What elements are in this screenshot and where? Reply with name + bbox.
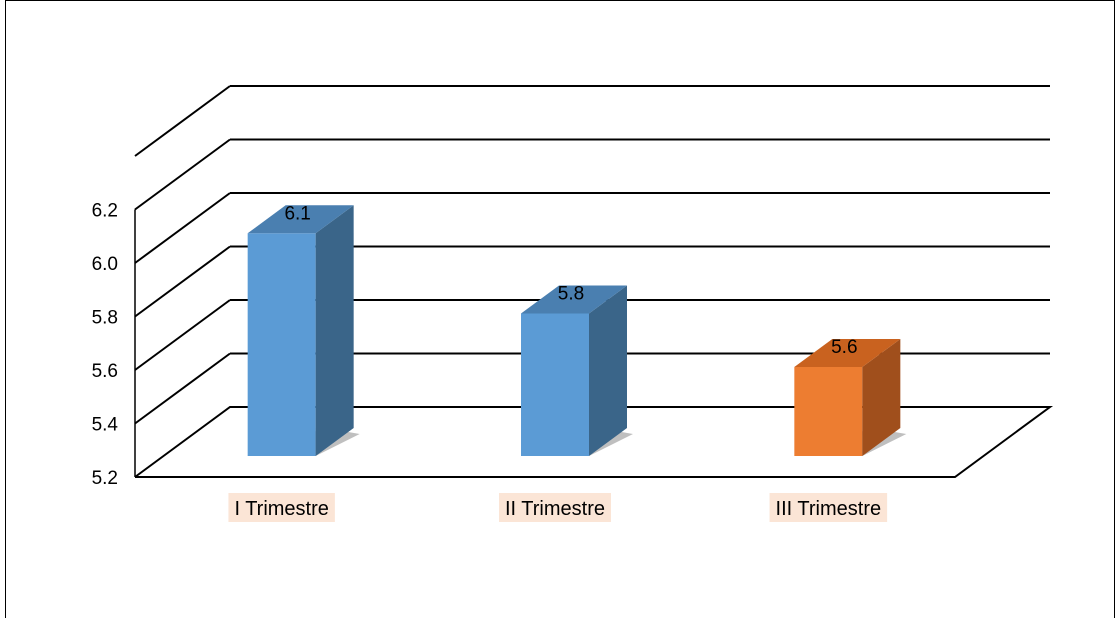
bar-front-face (521, 313, 589, 456)
gridline-diagonal (134, 138, 231, 211)
data-label: 5.8 (558, 284, 584, 305)
bar-front-face (247, 233, 316, 456)
y-axis-ticks: 5.2 5.4 5.6 5.8 6.0 6.2 (92, 201, 119, 490)
y-tick-label: 5.4 (92, 415, 119, 436)
bars-layer: 6.1 5.8 5.6 (247, 203, 907, 456)
gridline-diagonal (134, 192, 231, 264)
bar-side-face (589, 285, 627, 456)
y-tick-label: 5.6 (92, 361, 118, 382)
bar: 5.6 (794, 337, 907, 456)
gridline-diagonal (134, 352, 231, 425)
bar-side-face (315, 205, 354, 456)
bar-top-face (794, 339, 901, 367)
bar: 5.8 (521, 284, 633, 456)
category-labels: I Trimestre II Trimestre III Trimestre (228, 493, 888, 522)
bar-front-face (794, 367, 863, 456)
category-label-text: III Trimestre (776, 498, 882, 520)
bar: 6.1 (247, 203, 360, 456)
bar-top-face (247, 205, 354, 234)
grid-layer (134, 85, 1054, 478)
category-label-text: I Trimestre (234, 498, 328, 520)
bar-top-face (521, 285, 627, 314)
category-label: I Trimestre (228, 493, 335, 522)
category-label: III Trimestre (769, 493, 888, 522)
data-label: 5.6 (831, 337, 857, 358)
category-label-bg (228, 493, 335, 522)
y-tick-label: 6.0 (92, 254, 118, 275)
category-label-bg (498, 493, 612, 522)
y-tick-label: 5.8 (92, 308, 118, 329)
y-tick-label: 5.2 (92, 468, 118, 489)
y-tick-label: 6.2 (92, 201, 118, 222)
category-label-text: II Trimestre (505, 498, 605, 520)
category-label-bg (769, 493, 888, 522)
gridline-diagonal (134, 245, 231, 318)
category-label: II Trimestre (498, 493, 612, 522)
gridline-diagonal (134, 85, 231, 157)
floor-outline (134, 406, 1054, 478)
data-label: 6.1 (284, 203, 310, 224)
bar-side-face (862, 339, 901, 456)
gridline-diagonal (134, 299, 231, 371)
